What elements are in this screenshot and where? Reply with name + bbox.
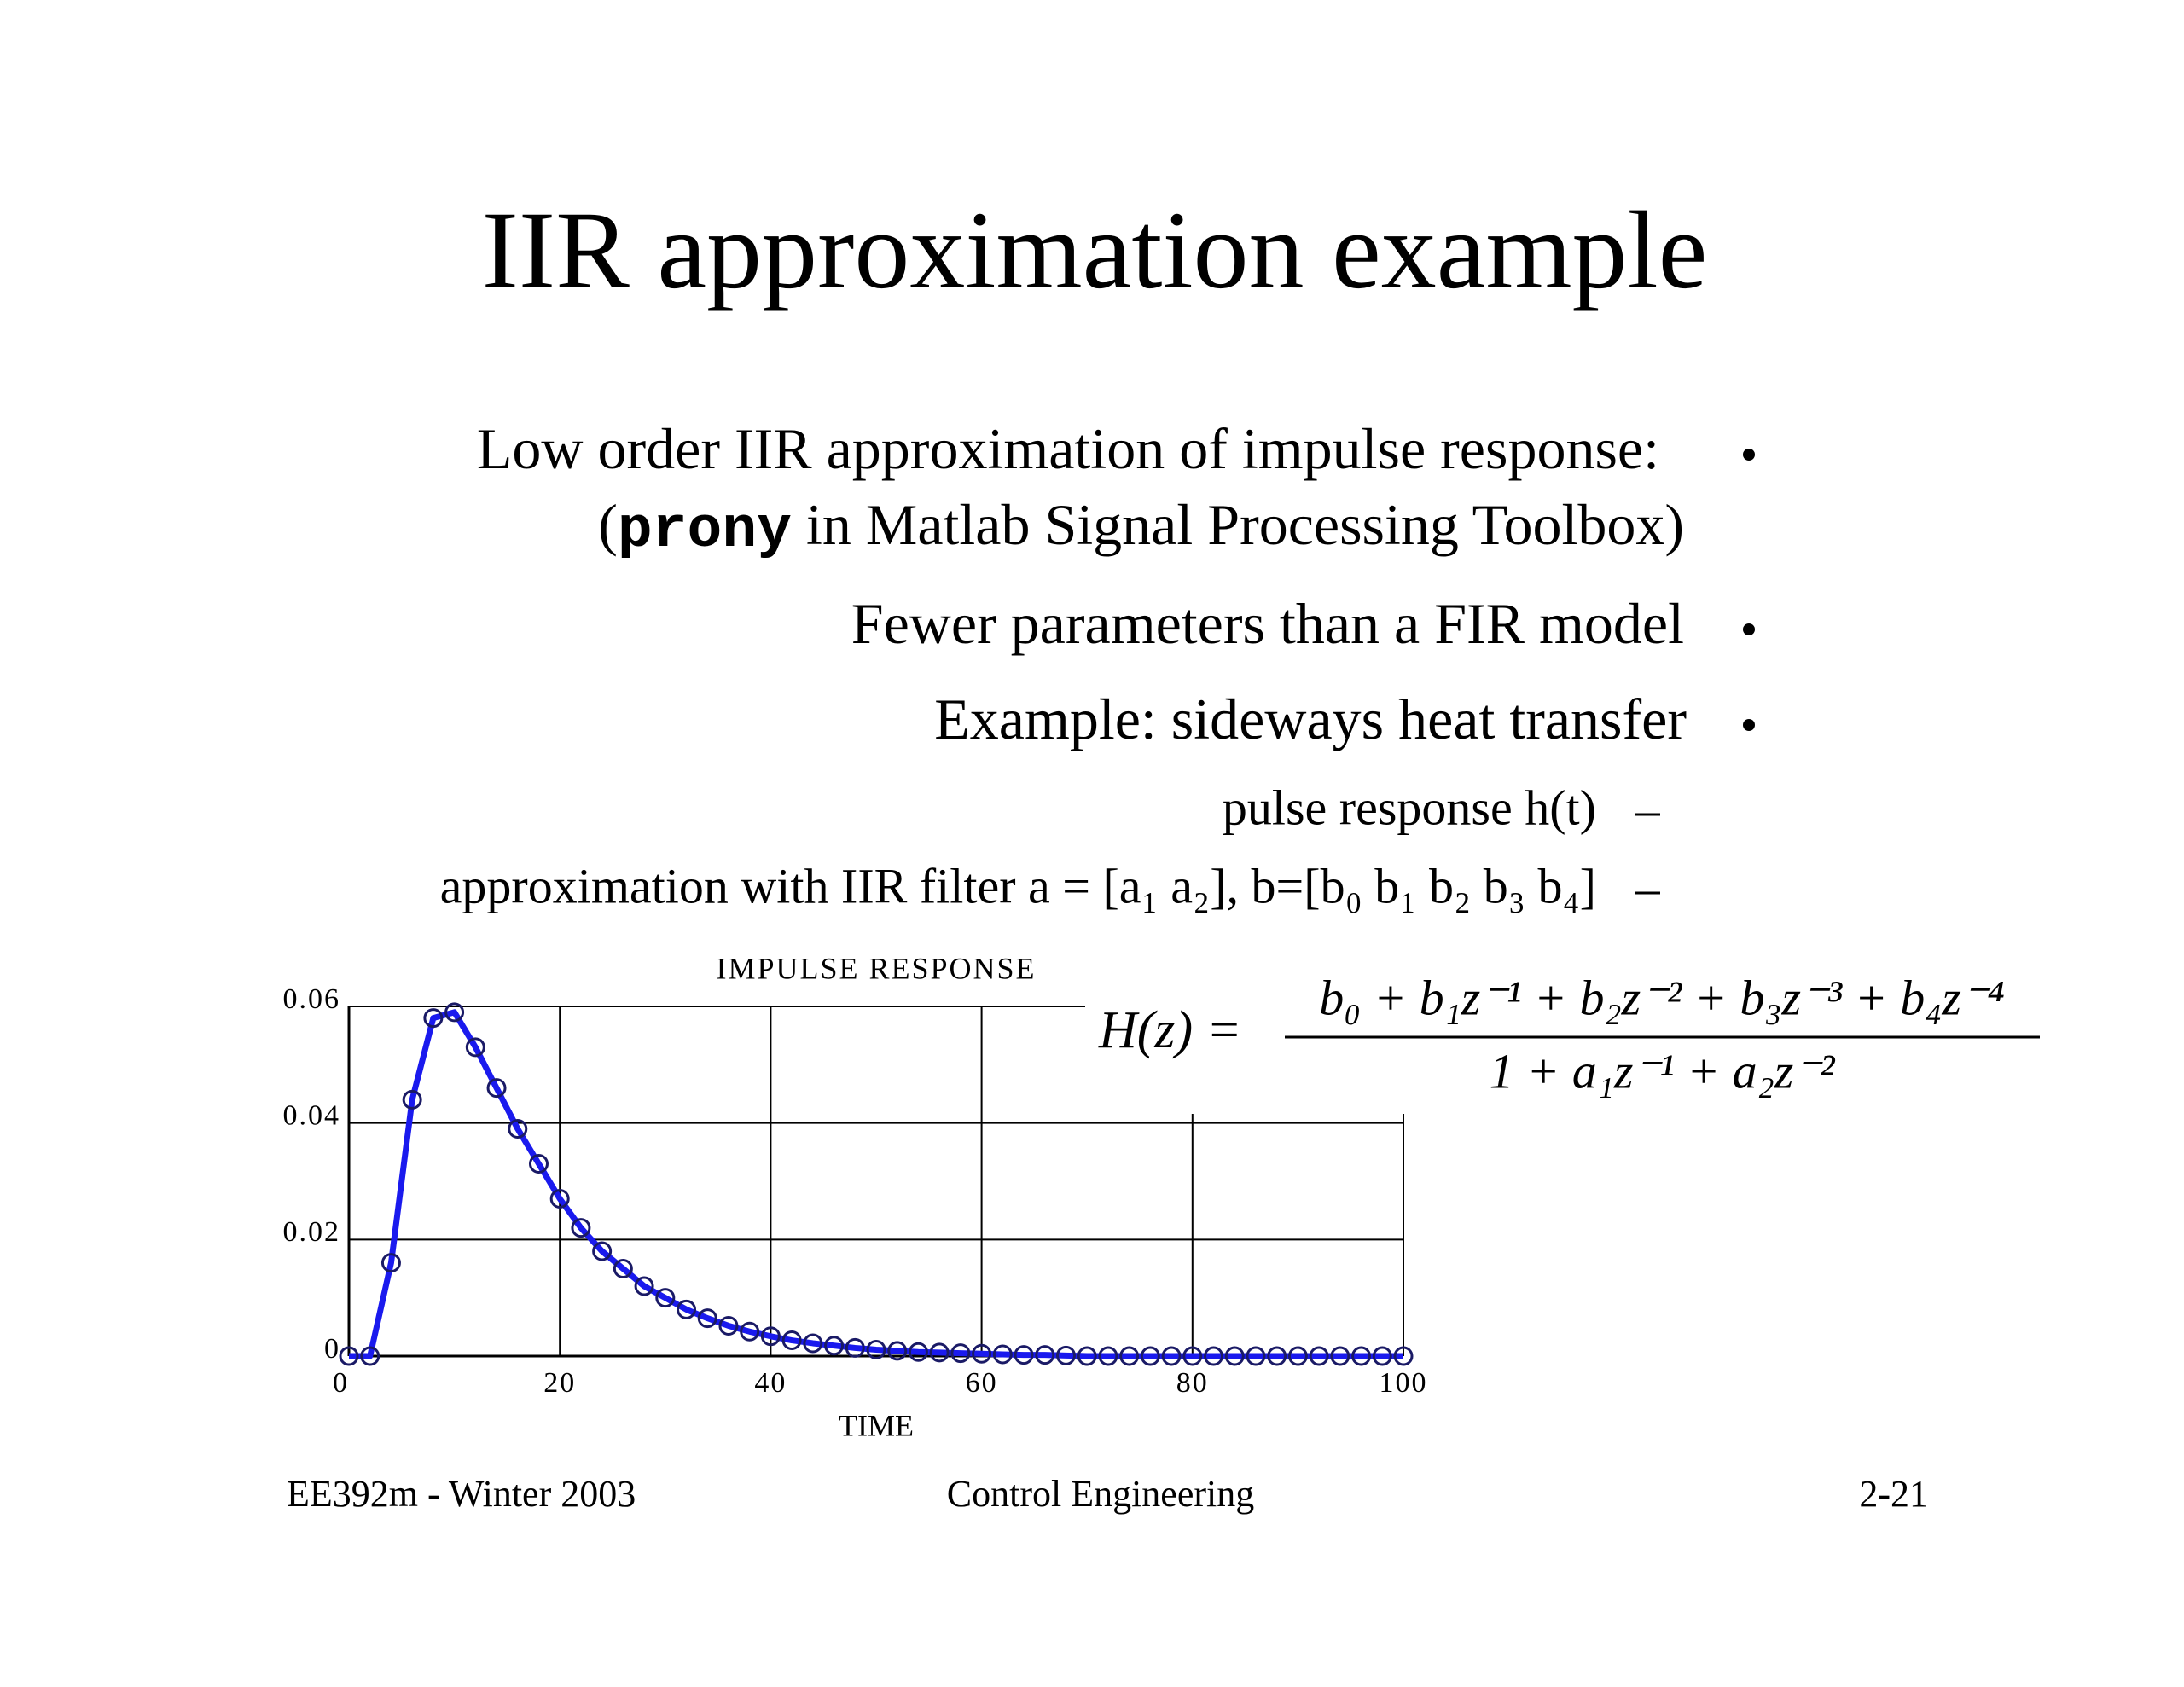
- bullet-part: Low order IIR approximation of impulse r…: [477, 416, 1659, 481]
- marker: [740, 1321, 760, 1342]
- marker: [1267, 1346, 1287, 1366]
- marker: [655, 1288, 676, 1308]
- marker: [992, 1344, 1013, 1365]
- marker: [1055, 1345, 1076, 1365]
- marker: [1351, 1346, 1372, 1366]
- bullet-part: in Matlab Signal Processing Toolbox): [792, 492, 1684, 557]
- bullet-text: Low order IIR approximation of impulse r…: [477, 416, 1659, 481]
- marker: [824, 1336, 845, 1356]
- bullet-text: Example: sideways heat transfer: [934, 687, 1687, 751]
- formula-denominator: 1 + a₁z⁻¹ + a₂z⁻²: [1490, 1043, 1836, 1099]
- bullet-part: Fewer parameters than a FIR model: [851, 591, 1684, 656]
- subbullet-text: pulse response h(t): [1223, 780, 1596, 835]
- bullet-dot: [1743, 623, 1755, 635]
- x-tick-label: 100: [1380, 1367, 1428, 1399]
- marker: [549, 1189, 570, 1209]
- marker: [423, 1008, 444, 1029]
- marker: [1161, 1346, 1182, 1366]
- y-tick-label: 0.02: [283, 1216, 341, 1248]
- x-tick-label: 0: [333, 1367, 349, 1399]
- code: prony: [618, 498, 792, 564]
- marker: [1393, 1346, 1414, 1366]
- marker: [677, 1299, 697, 1319]
- marker: [887, 1341, 908, 1361]
- marker: [592, 1241, 613, 1261]
- marker: [465, 1037, 485, 1058]
- marker: [1182, 1346, 1203, 1366]
- formula-background: [1085, 981, 2066, 1114]
- bullet-part: Example: sideways heat transfer: [934, 687, 1687, 751]
- marker: [929, 1342, 950, 1363]
- bullet-part: (: [598, 492, 618, 557]
- marker: [803, 1333, 823, 1354]
- x-tick-label: 20: [543, 1367, 576, 1399]
- marker: [634, 1276, 654, 1296]
- bullet-dot: [1743, 719, 1755, 731]
- subbullet-text: approximation with IIR filter a = [a₁ a₂…: [440, 858, 1596, 913]
- x-axis-label: TIME: [839, 1408, 914, 1442]
- marker: [528, 1154, 549, 1174]
- chart-title: IMPULSE RESPONSE: [716, 951, 1036, 985]
- marker: [1204, 1346, 1224, 1366]
- marker: [360, 1346, 380, 1366]
- footer-right: 2-21: [1859, 1473, 1928, 1515]
- x-tick-label: 80: [1176, 1367, 1209, 1399]
- marker: [444, 1002, 465, 1023]
- marker: [866, 1339, 886, 1359]
- plot: IMPULSE RESPONSE TIME 0 0.02 0.04 0.06 0 20 40 60…: [283, 951, 1428, 1442]
- marker: [1140, 1346, 1160, 1366]
- y-tick-label: 0.04: [283, 1099, 341, 1131]
- marker: [571, 1218, 591, 1238]
- marker: [1035, 1345, 1055, 1365]
- marker: [1309, 1346, 1329, 1366]
- marker: [339, 1346, 359, 1366]
- formula-lhs: H(z) =: [1098, 1001, 1242, 1059]
- formula-numerator: b₀ + b₁z⁻¹ + b₂z⁻² + b₃z⁻³ + b₄z⁻⁴: [1319, 970, 2004, 1025]
- footer-left: EE392m - Winter 2003: [287, 1473, 636, 1515]
- bullet-dot: [1743, 449, 1755, 461]
- marker: [760, 1326, 781, 1347]
- marker: [613, 1259, 633, 1278]
- bullet-text: Fewer parameters than a FIR model: [851, 591, 1684, 656]
- footer-center: Control Engineering: [947, 1473, 1255, 1515]
- marker: [380, 1253, 401, 1273]
- marker: [1372, 1346, 1392, 1366]
- bullet-text: (prony in Matlab Signal Processing Toolb…: [598, 492, 1684, 564]
- y-tick-label: 0.06: [283, 983, 341, 1015]
- x-tick-label: 40: [754, 1367, 787, 1399]
- marker: [950, 1343, 971, 1364]
- marker: [1098, 1346, 1118, 1366]
- marker: [1014, 1345, 1034, 1365]
- slide-title: IIR approximation example: [482, 189, 1708, 312]
- marker: [1077, 1346, 1097, 1366]
- marker: [908, 1342, 928, 1362]
- marker: [1119, 1346, 1140, 1366]
- line: [349, 1009, 1403, 1359]
- marker: [402, 1089, 422, 1110]
- marker: [1287, 1346, 1308, 1366]
- marker: [845, 1337, 865, 1358]
- marker: [718, 1315, 739, 1336]
- x-tick-label: 60: [966, 1367, 998, 1399]
- marker: [1330, 1346, 1350, 1366]
- marker: [697, 1308, 717, 1329]
- marker: [1224, 1346, 1245, 1366]
- marker: [972, 1343, 992, 1364]
- marker: [1246, 1346, 1266, 1366]
- marker: [508, 1119, 528, 1139]
- marker: [486, 1078, 507, 1099]
- y-tick-label: 0: [324, 1333, 340, 1365]
- marker: [781, 1330, 802, 1351]
